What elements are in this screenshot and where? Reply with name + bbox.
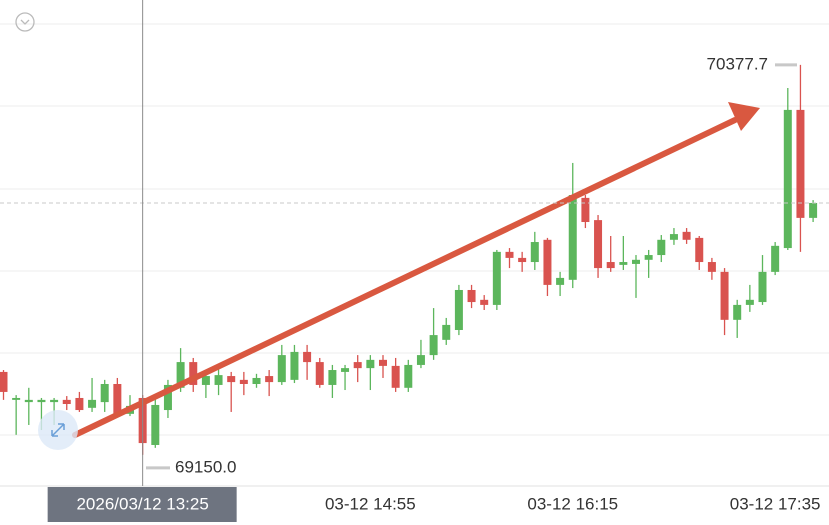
- candle-body: [37, 399, 46, 403]
- candle-body: [657, 239, 666, 256]
- candle-body: [669, 234, 678, 240]
- crosshair-label-box: [47, 487, 237, 522]
- crosshair-label: 2026/03/12 13:25: [76, 494, 208, 513]
- candle-body: [176, 362, 185, 388]
- candle-body: [391, 365, 400, 388]
- zoom-icon: [51, 423, 65, 437]
- candle-body: [0, 371, 8, 392]
- candle-body: [581, 197, 590, 223]
- candle-body: [265, 376, 274, 383]
- candle-body: [341, 368, 350, 372]
- candle-body: [682, 231, 691, 240]
- candle-body: [328, 370, 337, 385]
- x-tick-label: 03-12 17:35: [730, 494, 821, 513]
- collapse-icon[interactable]: [15, 12, 35, 32]
- candle-body: [442, 324, 451, 340]
- candle-body: [707, 262, 716, 272]
- candle-body: [252, 377, 261, 384]
- candle-body: [353, 362, 362, 369]
- candle-body: [303, 351, 312, 363]
- candle-body: [771, 245, 780, 272]
- candle-body: [467, 289, 476, 303]
- candle-body: [733, 304, 742, 320]
- candle-body: [809, 202, 818, 218]
- chevron: [20, 19, 30, 25]
- x-tick-label: 03-12 16:15: [527, 494, 618, 513]
- candle-body: [505, 251, 514, 258]
- candle-body: [644, 255, 653, 260]
- candle-body: [695, 237, 704, 263]
- candle-body: [201, 376, 210, 385]
- candle-body: [62, 399, 71, 405]
- x-tick-label: 03-12 14:55: [325, 494, 416, 513]
- low-label: 69150.0: [175, 457, 236, 476]
- candle-body: [480, 299, 489, 305]
- candle-body: [568, 195, 577, 280]
- candle-body: [12, 397, 21, 400]
- candle-body: [75, 397, 84, 411]
- candle-body: [239, 379, 248, 384]
- candle-body: [379, 359, 387, 366]
- candle-body: [518, 257, 527, 263]
- candle-body: [783, 109, 792, 249]
- candle-body: [163, 384, 172, 411]
- candle-body: [277, 355, 286, 383]
- candle-body: [429, 335, 438, 356]
- candle-body: [100, 383, 109, 403]
- trend-arrow: [72, 102, 760, 438]
- candle-body: [366, 359, 375, 369]
- candle-body: [556, 277, 565, 285]
- candle-body: [796, 109, 805, 218]
- candle-body: [606, 262, 615, 269]
- candle-body: [214, 375, 223, 385]
- candle-body: [315, 362, 324, 385]
- candle-body: [24, 399, 33, 403]
- candle-body: [619, 262, 628, 265]
- high-label: 70377.7: [707, 54, 768, 73]
- arrow-head: [728, 102, 760, 131]
- candle-body: [632, 259, 640, 264]
- candle-body: [227, 376, 236, 383]
- candle-body: [745, 299, 754, 305]
- candle-body: [720, 271, 729, 320]
- candle-body: [189, 362, 198, 385]
- candle-body: [454, 289, 463, 331]
- candle-body: [290, 351, 299, 380]
- candles: [0, 64, 818, 455]
- candle-body: [543, 239, 552, 285]
- candle-body: [50, 399, 59, 403]
- candle-body: [404, 364, 413, 388]
- candle-body: [530, 242, 539, 263]
- candle-body: [594, 220, 603, 269]
- candle-body: [88, 399, 97, 408]
- candle-body: [492, 251, 501, 305]
- candle-body: [416, 355, 425, 365]
- candle-body: [151, 404, 160, 445]
- candle-body: [113, 383, 122, 414]
- arrow-line: [72, 117, 738, 438]
- candle-body: [758, 271, 767, 303]
